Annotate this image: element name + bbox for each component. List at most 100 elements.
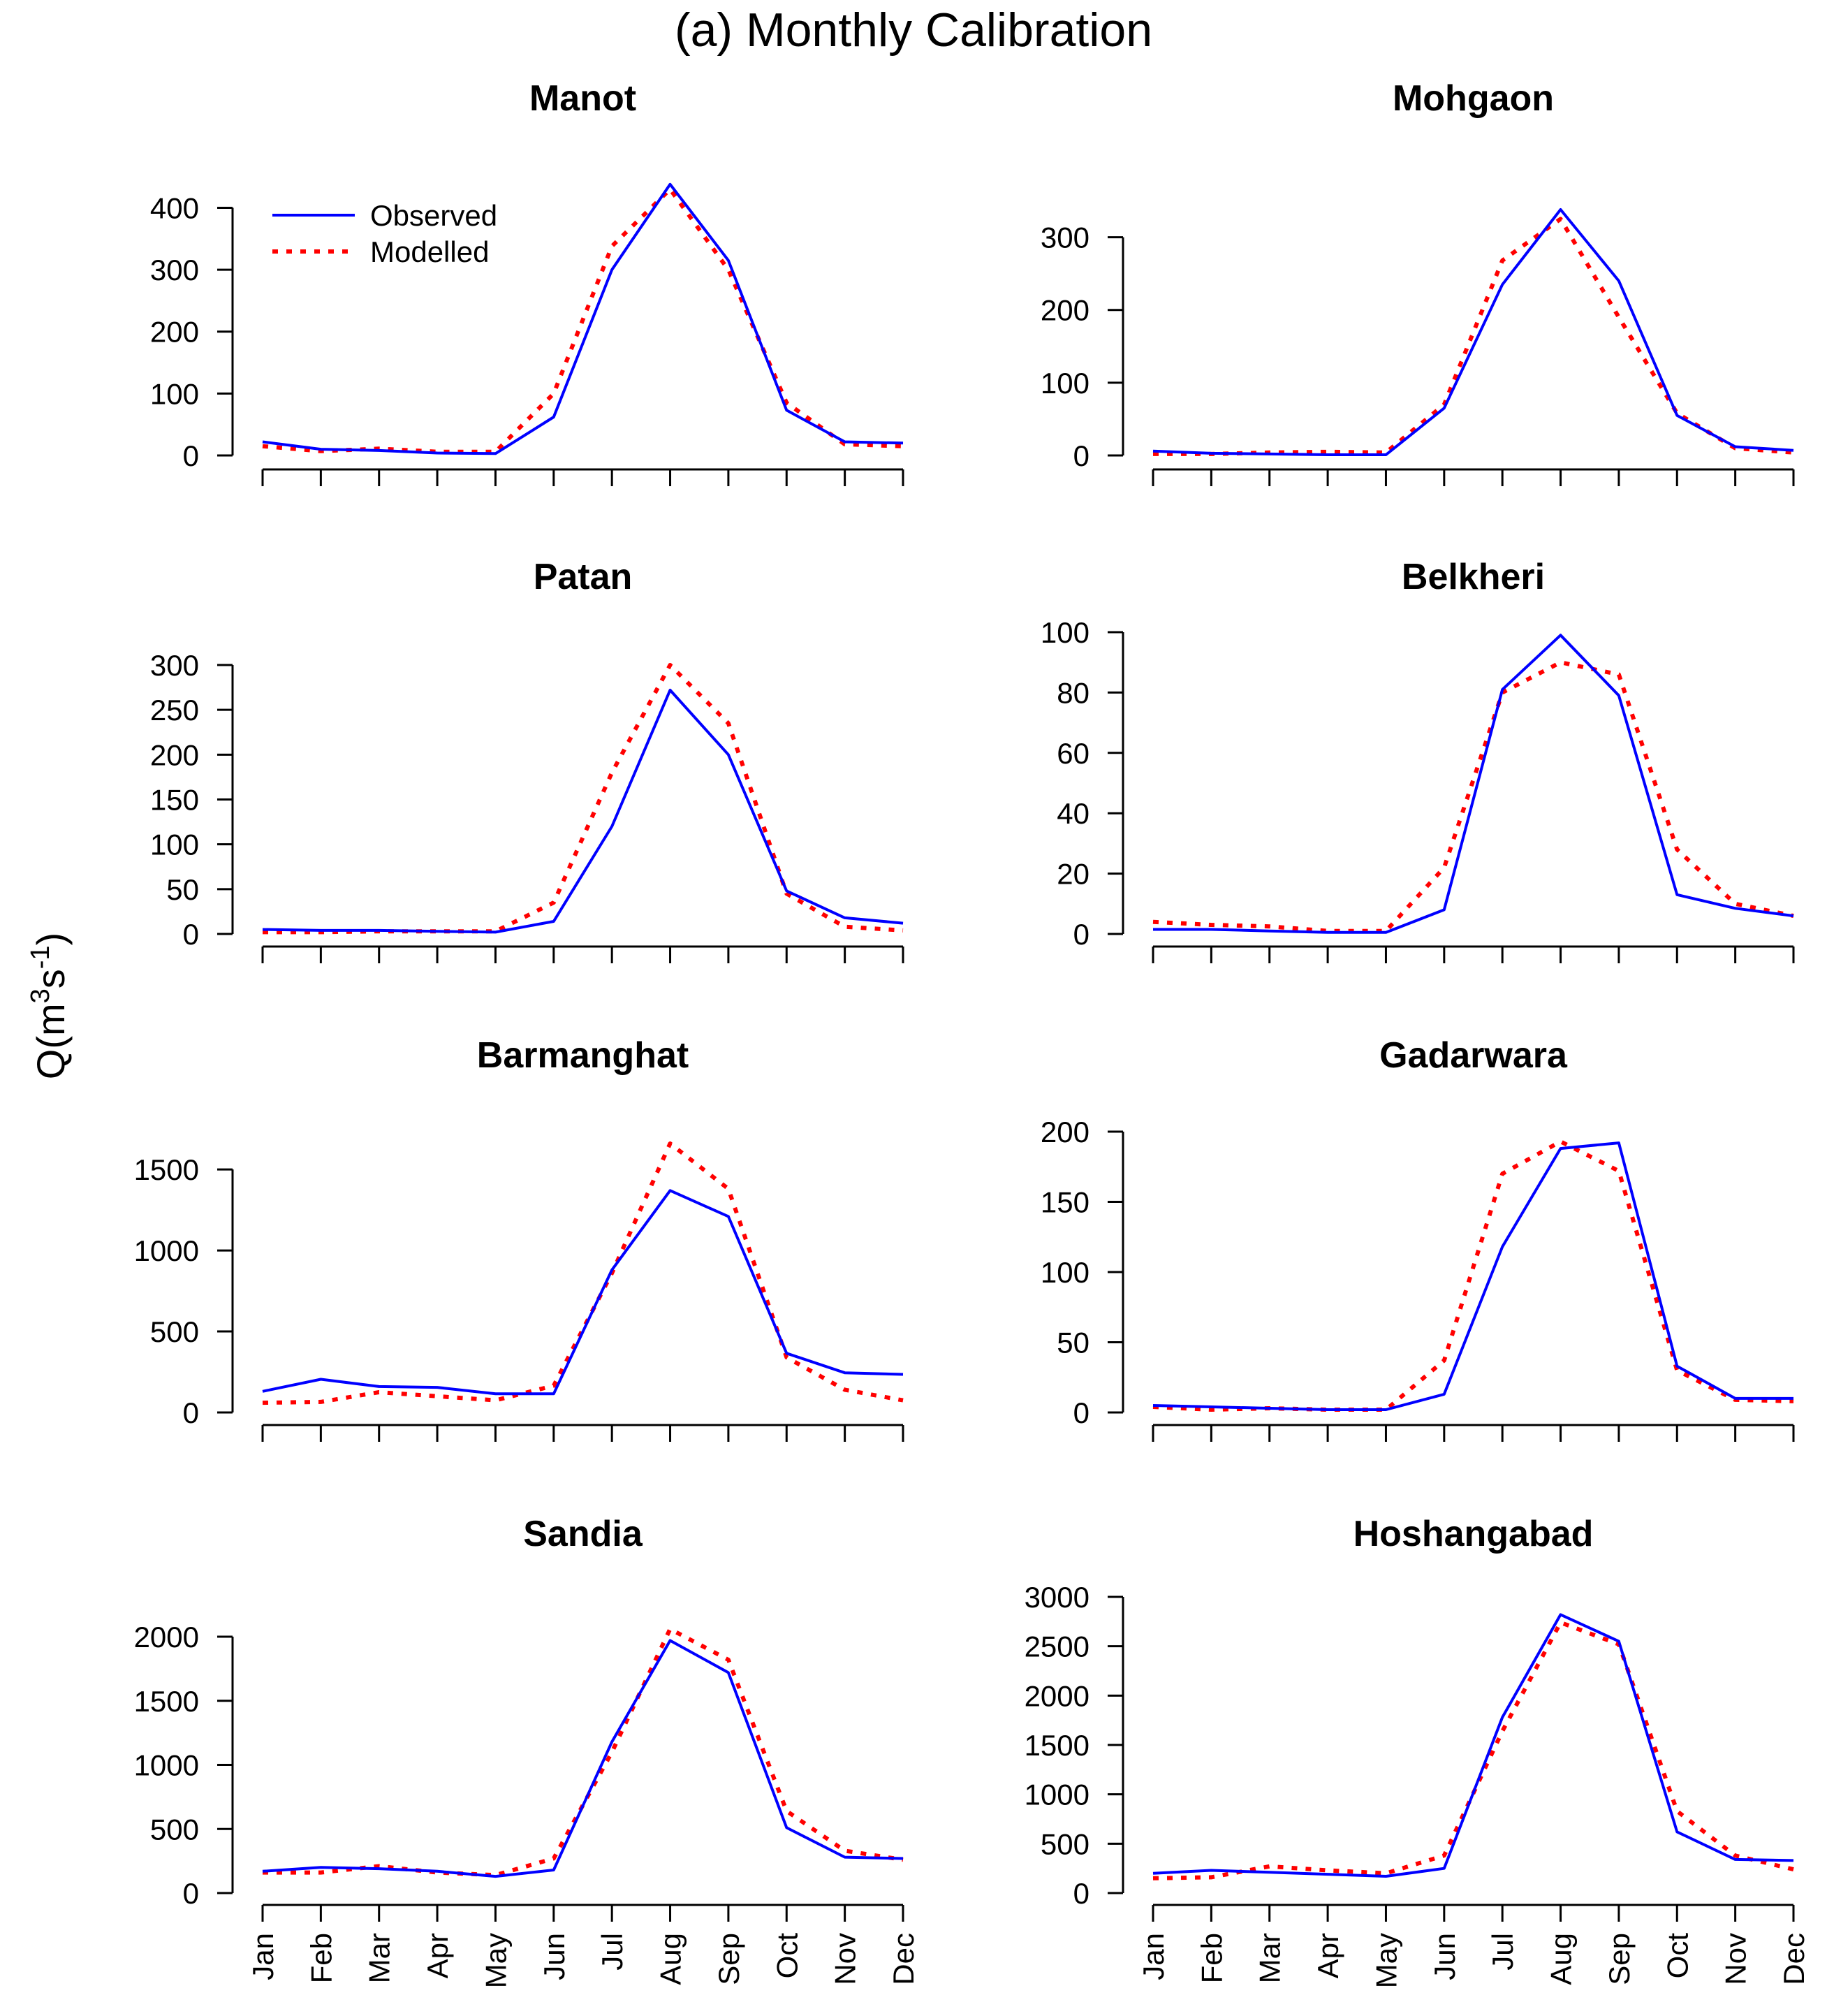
- panel-hoshangabad: Hoshangabad 0 500 1000 1500 2000 2500 3000 Jan Fe…: [1025, 1514, 1810, 1988]
- panel-title: Belkheri: [1402, 557, 1545, 597]
- x-tick-label: Feb: [304, 1933, 337, 1983]
- observed-line: [262, 1189, 904, 1396]
- x-tick-label: Aug: [1545, 1933, 1578, 1985]
- panel-belkheri: Belkheri 0 20 40 60 80 100: [1041, 557, 1795, 963]
- y-tick-label: 300: [1041, 221, 1089, 254]
- y-tick-label: 0: [183, 1877, 199, 1910]
- panel-mohgaon: Mohgaon 0 100 200 300: [1041, 78, 1795, 486]
- y-tick-label: 1500: [1025, 1729, 1089, 1762]
- y-tick-label: 1000: [134, 1749, 199, 1782]
- x-tick-label: Nov: [829, 1933, 862, 1985]
- y-tick-label: 1500: [134, 1685, 199, 1718]
- modelled-line: [262, 1141, 904, 1405]
- y-tick-label: 2500: [1025, 1630, 1089, 1663]
- panel-title: Manot: [529, 78, 636, 119]
- legend: Observed Modelled: [272, 199, 497, 268]
- observed-line: [262, 688, 904, 934]
- y-tick-label: 0: [1073, 439, 1089, 472]
- x-tick-label: Jan: [1137, 1933, 1170, 1980]
- y-tick-label: 0: [1073, 1877, 1089, 1910]
- y-tick-label: 50: [166, 873, 199, 906]
- panel-gadarwara: Gadarwara 0 50 100 150 200: [1041, 1035, 1795, 1442]
- y-tick-label: 2000: [134, 1621, 199, 1653]
- y-axis-label: Q(m3s-1): [26, 933, 73, 1079]
- y-tick-label: 0: [1073, 1396, 1089, 1429]
- observed-line: [1152, 1141, 1793, 1411]
- y-tick-label: 1000: [1025, 1778, 1089, 1811]
- x-tick-label: Oct: [770, 1933, 803, 1979]
- y-tick-label: 2000: [1025, 1679, 1089, 1712]
- y-tick-label: 40: [1057, 797, 1089, 830]
- modelled-line: [1152, 1139, 1794, 1412]
- y-tick-label: 500: [150, 1813, 199, 1846]
- panel-manot: Manot 0 100 200 300 400: [150, 78, 904, 486]
- y-tick-label: 400: [150, 191, 199, 224]
- figure-title: (a) Monthly Calibration: [675, 3, 1152, 57]
- y-tick-label: 100: [1041, 1256, 1089, 1289]
- y-tick-label: 0: [1073, 918, 1089, 951]
- y-tick-label: 200: [1041, 294, 1089, 327]
- y-tick-label: 500: [1041, 1827, 1089, 1860]
- y-tick-label: 3000: [1025, 1581, 1089, 1614]
- x-tick-label: Nov: [1719, 1933, 1752, 1985]
- observed-line: [262, 182, 904, 455]
- x-tick-label: Jun: [1428, 1933, 1461, 1980]
- x-tick-label: Jul: [1486, 1933, 1519, 1971]
- y-tick-label: 1000: [134, 1234, 199, 1267]
- x-tick-label: Aug: [654, 1933, 687, 1985]
- observed-line: [1152, 1613, 1794, 1878]
- x-tick-label: Dec: [1777, 1933, 1810, 1985]
- y-tick-label: 100: [150, 828, 199, 861]
- y-tick-label: 200: [150, 738, 199, 771]
- x-tick-label: Apr: [1312, 1933, 1344, 1978]
- y-tick-label: 20: [1057, 858, 1089, 891]
- y-tick-label: 0: [183, 1396, 199, 1429]
- modelled-line: [263, 663, 904, 935]
- observed-line: [1152, 208, 1794, 456]
- x-tick-label: Oct: [1661, 1933, 1694, 1979]
- panel-title: Hoshangabad: [1353, 1514, 1594, 1554]
- y-tick-label: 60: [1057, 737, 1089, 770]
- y-tick-label: 200: [150, 316, 199, 349]
- panel-patan: Patan 0 50 100 150 200 250 300: [150, 557, 904, 963]
- x-tick-label: May: [1370, 1933, 1402, 1988]
- y-tick-label: 0: [183, 439, 199, 472]
- y-tick-label: 80: [1057, 676, 1089, 709]
- y-tick-label: 100: [1041, 616, 1089, 649]
- y-tick-label: 300: [150, 254, 199, 286]
- y-tick-label: 100: [1041, 367, 1089, 400]
- x-tick-label: Dec: [887, 1933, 920, 1985]
- panels: Manot0100200300400Mohgaon0100200300Patan…: [134, 78, 1810, 1988]
- panel-sandia: Sandia 0 500 1000 1500 2000 Jan Feb Mar Apr May Jun…: [134, 1514, 920, 1988]
- panel-title: Patan: [534, 557, 633, 597]
- y-tick-label: 100: [150, 377, 199, 410]
- panel-barmanghat: Barmanghat 0 500 1000 1500: [134, 1035, 904, 1442]
- x-tick-label: Jun: [538, 1933, 571, 1980]
- x-tick-label: Feb: [1195, 1933, 1228, 1983]
- legend-observed-label: Observed: [370, 199, 497, 232]
- modelled-line: [1152, 660, 1794, 933]
- y-tick-label: 250: [150, 694, 199, 726]
- y-tick-label: 150: [1041, 1186, 1089, 1219]
- y-tick-label: 150: [150, 784, 199, 817]
- panel-title: Barmanghat: [477, 1035, 689, 1076]
- modelled-line: [262, 187, 904, 454]
- panel-title: Gadarwara: [1379, 1035, 1568, 1076]
- y-tick-label: 50: [1057, 1327, 1089, 1359]
- legend-modelled-label: Modelled: [370, 235, 489, 268]
- x-tick-label: Mar: [363, 1933, 396, 1983]
- y-tick-label: 1500: [134, 1153, 199, 1186]
- modelled-line: [1152, 1620, 1794, 1880]
- y-tick-label: 300: [150, 649, 199, 682]
- x-tick-label: Apr: [421, 1933, 454, 1978]
- x-tick-label: Sep: [712, 1933, 745, 1985]
- observed-line: [262, 1639, 904, 1878]
- observed-line: [1153, 634, 1794, 934]
- x-tick-label: Sep: [1603, 1933, 1636, 1985]
- panel-title: Mohgaon: [1393, 78, 1554, 119]
- x-tick-label: Mar: [1254, 1933, 1286, 1983]
- x-tick-label: May: [479, 1933, 512, 1988]
- x-tick-label: Jul: [596, 1933, 629, 1971]
- panel-title: Sandia: [523, 1514, 643, 1554]
